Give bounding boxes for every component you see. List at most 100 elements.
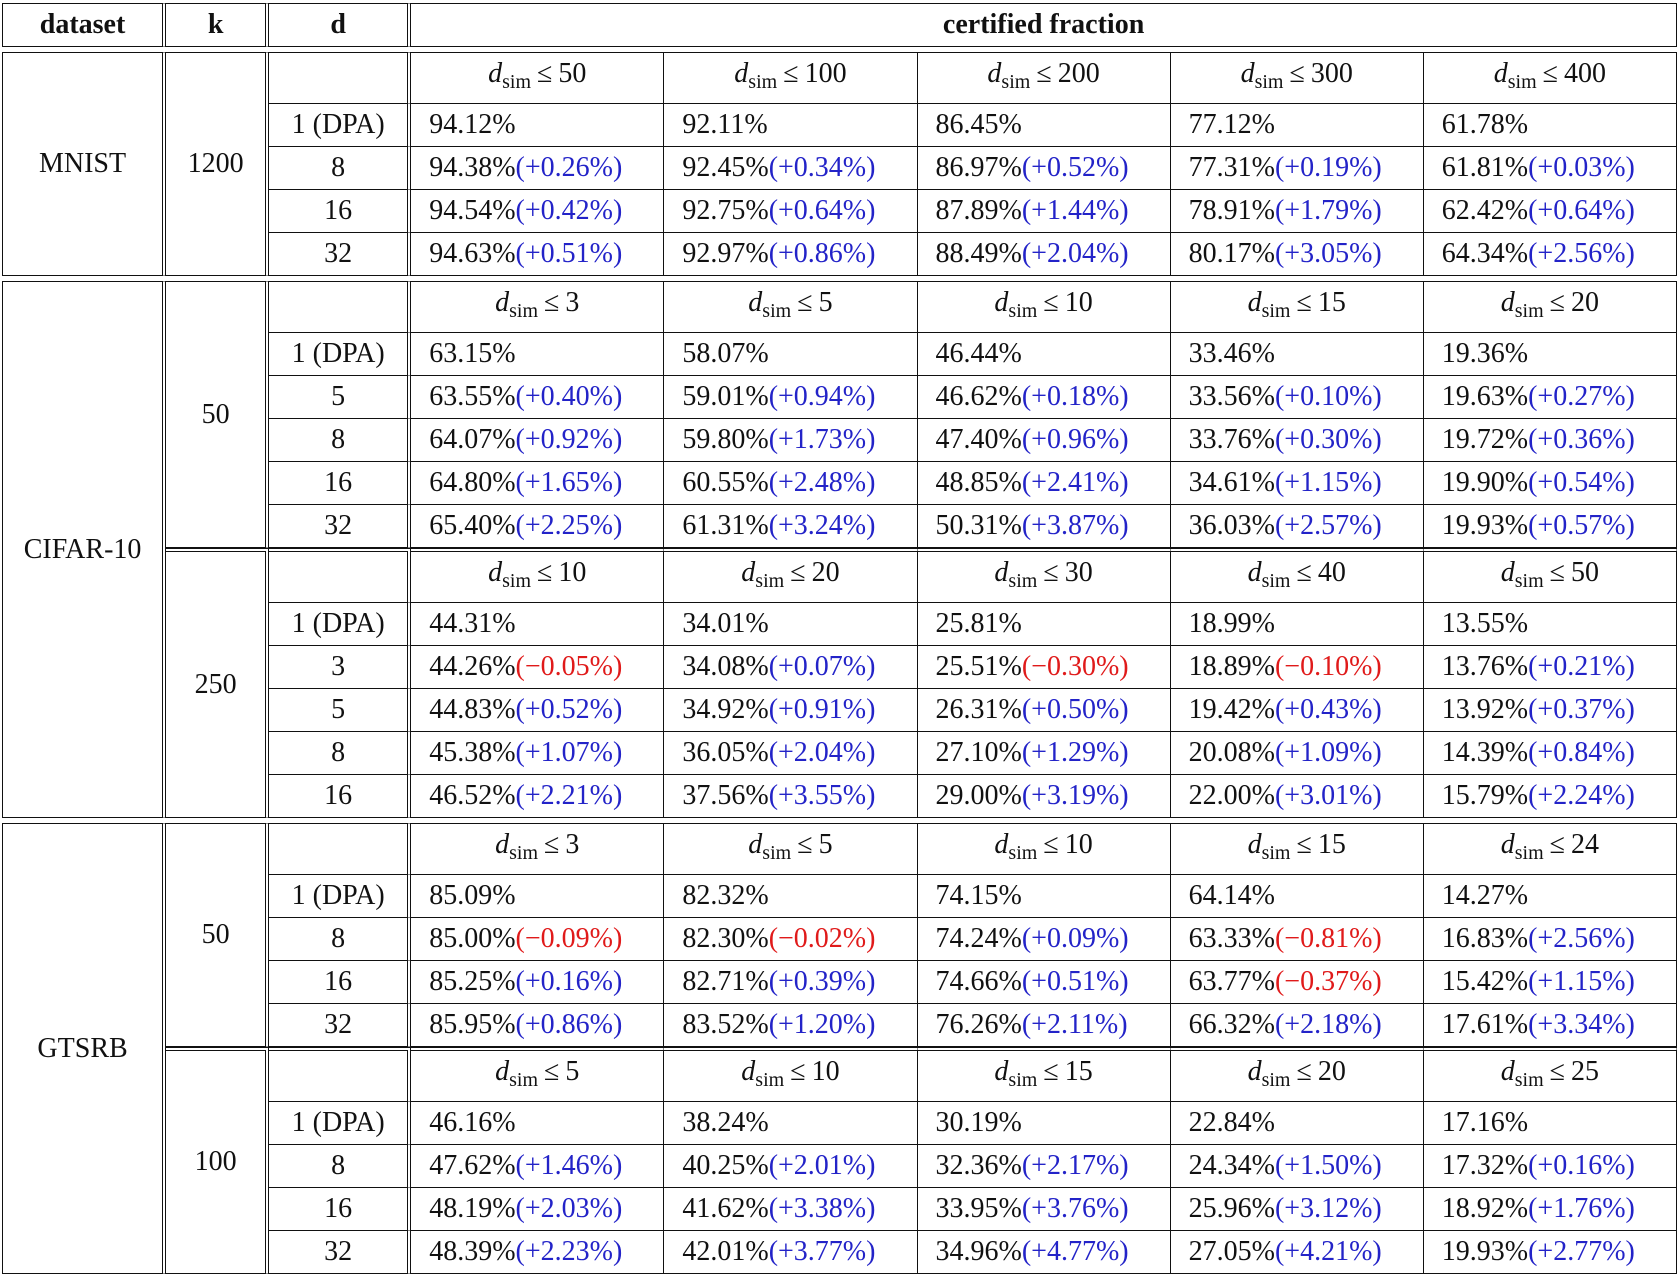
value-cell: 74.15%	[917, 875, 1171, 918]
certified-value: 63.77%	[1188, 966, 1275, 997]
delta-negative: (−0.02%)	[768, 923, 876, 954]
k-cell: 50	[166, 823, 270, 1047]
certified-value: 92.97%	[682, 238, 769, 269]
leq-symbol: ≤	[544, 1056, 560, 1087]
value-cell: 85.25%(+0.16%)	[411, 961, 665, 1004]
value-cell: 15.79%(+2.24%)	[1423, 775, 1677, 818]
threshold-header: dsim ≤30	[917, 548, 1171, 603]
dsim-sub: sim	[502, 71, 532, 93]
value-cell: 48.85%(+2.41%)	[917, 462, 1171, 505]
delta-positive: (+2.03%)	[515, 1193, 623, 1224]
certified-value: 46.16%	[429, 1107, 516, 1138]
results-table: dataset k d certified fraction MNIST 1200…	[2, 3, 1677, 1274]
value-cell: 34.92%(+0.91%)	[664, 689, 918, 732]
value-cell: 41.62%(+3.38%)	[664, 1188, 918, 1231]
delta-positive: (+2.04%)	[768, 737, 876, 768]
delta-positive: (+4.77%)	[1021, 1236, 1129, 1267]
delta-positive: (+0.10%)	[1274, 381, 1382, 412]
certified-value: 83.52%	[682, 1009, 769, 1040]
dsim-var: d	[748, 829, 763, 860]
certified-value: 13.55%	[1441, 608, 1529, 639]
delta-positive: (+1.46%)	[515, 1150, 623, 1181]
value-cell: 77.31%(+0.19%)	[1170, 147, 1424, 190]
certified-value: 27.10%	[935, 737, 1022, 768]
d-cell: 32	[269, 505, 412, 548]
threshold-header: dsim ≤15	[1170, 281, 1424, 333]
delta-positive: (+3.87%)	[1021, 510, 1129, 541]
dsim-var: d	[1493, 58, 1508, 89]
certified-value: 40.25%	[682, 1150, 769, 1181]
certified-value: 30.19%	[935, 1107, 1022, 1138]
certified-value: 94.54%	[429, 195, 516, 226]
certified-value: 36.03%	[1188, 510, 1275, 541]
table-row: 1 (DPA) 44.31% 34.01% 25.81% 18.99% 13.55%	[2, 603, 1677, 646]
delta-positive: (+0.64%)	[768, 195, 876, 226]
certified-value: 92.45%	[682, 152, 769, 183]
certified-value: 14.39%	[1441, 737, 1529, 768]
delta-positive: (+2.23%)	[515, 1236, 623, 1267]
value-cell: 27.10%(+1.29%)	[917, 732, 1171, 775]
d-empty-cell	[269, 281, 412, 333]
value-cell: 19.63%(+0.27%)	[1423, 376, 1677, 419]
delta-positive: (+0.40%)	[515, 381, 623, 412]
delta-positive: (+0.94%)	[768, 381, 876, 412]
threshold-header: dsim ≤24	[1423, 823, 1677, 875]
dsim-sub: sim	[1507, 71, 1537, 93]
certified-value: 18.99%	[1188, 608, 1275, 639]
value-cell: 61.31%(+3.24%)	[664, 505, 918, 548]
value-cell: 19.72%(+0.36%)	[1423, 419, 1677, 462]
certified-value: 61.31%	[682, 510, 769, 541]
d-cell: 8	[269, 1145, 412, 1188]
value-cell: 25.81%	[917, 603, 1171, 646]
certified-value: 41.62%	[682, 1193, 769, 1224]
value-cell: 76.26%(+2.11%)	[917, 1004, 1171, 1047]
dsim-var: d	[1240, 58, 1255, 89]
value-cell: 66.32%(+2.18%)	[1170, 1004, 1424, 1047]
d-cell: 32	[269, 1231, 412, 1274]
d-cell: 5	[269, 689, 412, 732]
threshold-row: 250 dsim ≤10 dsim ≤20 dsim ≤30 dsim ≤40 dsim ≤50	[2, 548, 1677, 818]
leq-symbol: ≤	[1036, 58, 1052, 89]
certified-value: 15.42%	[1441, 966, 1529, 997]
d-cell: 16	[269, 1188, 412, 1231]
value-cell: 82.71%(+0.39%)	[664, 961, 918, 1004]
value-cell: 13.92%(+0.37%)	[1423, 689, 1677, 732]
certified-value: 34.92%	[682, 694, 769, 725]
delta-positive: (+1.44%)	[1021, 195, 1129, 226]
dsim-var: d	[994, 1056, 1009, 1087]
value-cell: 88.49%(+2.04%)	[917, 233, 1171, 276]
value-cell: 92.97%(+0.86%)	[664, 233, 918, 276]
value-cell: 16.83%(+2.56%)	[1423, 918, 1677, 961]
leq-symbol: ≤	[1549, 1056, 1566, 1087]
dsim-sub: sim	[1261, 842, 1291, 864]
leq-symbol: ≤	[1296, 829, 1312, 860]
table-row: 32 94.63%(+0.51%) 92.97%(+0.86%) 88.49%(+2.…	[2, 233, 1677, 276]
certified-value: 86.45%	[935, 109, 1022, 140]
threshold-value: 40	[1317, 557, 1346, 588]
certified-value: 32.36%	[935, 1150, 1022, 1181]
leq-symbol: ≤	[1043, 829, 1059, 860]
certified-value: 25.51%	[935, 651, 1022, 682]
value-cell: 87.89%(+1.44%)	[917, 190, 1171, 233]
delta-positive: (+0.39%)	[768, 966, 876, 997]
dsim-sub: sim	[502, 570, 532, 592]
threshold-value: 100	[804, 58, 847, 89]
delta-positive: (+0.84%)	[1528, 737, 1635, 768]
certified-value: 34.08%	[682, 651, 769, 682]
threshold-value: 200	[1057, 58, 1100, 89]
certified-value: 59.01%	[682, 381, 769, 412]
value-cell: 44.26%(−0.05%)	[411, 646, 665, 689]
table-row: 8 85.00%(−0.09%) 82.30%(−0.02%) 74.24%(+0.0…	[2, 918, 1677, 961]
value-cell: 34.08%(+0.07%)	[664, 646, 918, 689]
threshold-value: 20	[811, 557, 840, 588]
table-row: 5 63.55%(+0.40%) 59.01%(+0.94%) 46.62%(+0.1…	[2, 376, 1677, 419]
value-cell: 15.42%(+1.15%)	[1423, 961, 1677, 1004]
value-cell: 33.95%(+3.76%)	[917, 1188, 1171, 1231]
value-cell: 77.12%	[1170, 104, 1424, 147]
certified-value: 46.44%	[935, 338, 1022, 369]
threshold-value: 300	[1310, 58, 1353, 89]
value-cell: 42.01%(+3.77%)	[664, 1231, 918, 1274]
table-row: 16 85.25%(+0.16%) 82.71%(+0.39%) 74.66%(+0.…	[2, 961, 1677, 1004]
certified-value: 64.07%	[429, 424, 516, 455]
dsim-var: d	[495, 287, 510, 318]
